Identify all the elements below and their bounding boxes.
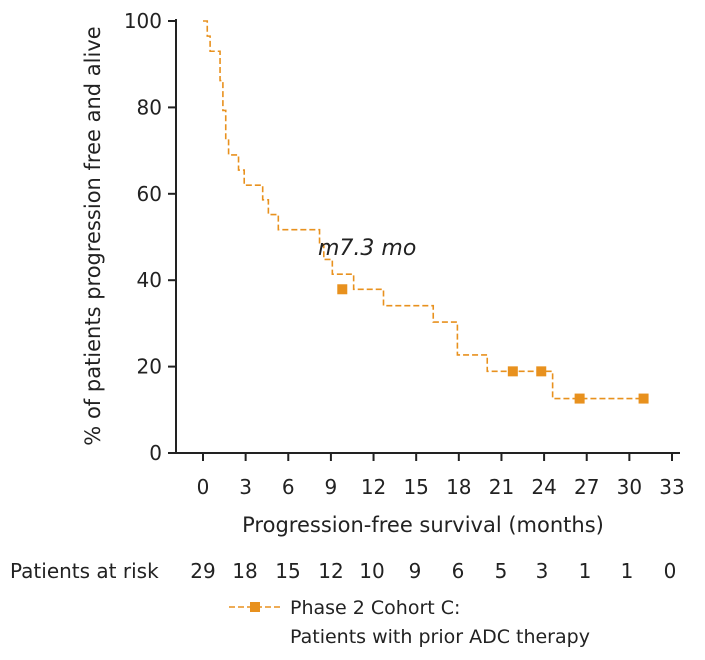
survival-curve: [203, 20, 644, 400]
x-tick-label: 18: [446, 475, 471, 499]
at-risk-value: 1: [579, 559, 592, 583]
y-tick-label: 0: [149, 441, 162, 465]
legend-series-name: Phase 2 Cohort C:: [290, 597, 460, 619]
x-tick-label: 33: [659, 475, 684, 499]
y-tick-label: 60: [137, 182, 162, 206]
at-risk-value: 10: [359, 559, 384, 583]
y-tick-label: 20: [137, 355, 162, 379]
y-axis-title: % of patients progression free and alive: [81, 26, 105, 445]
y-tick-label: 40: [137, 268, 162, 292]
at-risk-value: 12: [318, 559, 343, 583]
x-tick-label: 15: [403, 475, 428, 499]
censor-marker: [536, 366, 547, 377]
x-tick-label: 24: [531, 475, 556, 499]
at-risk-value: 6: [452, 559, 465, 583]
x-tick-label: 27: [574, 475, 599, 499]
at-risk-value: 18: [232, 559, 257, 583]
y-tick-label: 100: [124, 9, 162, 33]
x-axis-title: Progression-free survival (months): [242, 513, 604, 537]
y-tick-label: 80: [137, 95, 162, 119]
at-risk-value: 9: [409, 559, 422, 583]
at-risk-value: 5: [495, 559, 508, 583]
at-risk-label: Patients at risk: [10, 559, 159, 583]
x-tick-label: 21: [489, 475, 514, 499]
legend-series-name-line2: Patients with prior ADC therapy: [290, 626, 590, 648]
legend-marker: [250, 602, 260, 612]
at-risk-value: 3: [536, 559, 549, 583]
at-risk-value: 15: [275, 559, 300, 583]
at-risk-value: 1: [621, 559, 634, 583]
x-tick-label: 12: [361, 475, 386, 499]
censor-marker: [638, 393, 649, 404]
x-tick-label: 3: [239, 475, 252, 499]
censor-marker: [507, 366, 518, 377]
censor-marker: [337, 284, 348, 295]
x-tick-label: 30: [617, 475, 642, 499]
x-tick-label: 0: [197, 475, 210, 499]
axes-layer: [168, 19, 680, 461]
at-risk-value: 29: [190, 559, 215, 583]
curve-layer: [203, 20, 649, 612]
at-risk-value: 0: [664, 559, 677, 583]
median-annotation: m7.3 mo: [318, 236, 416, 261]
censor-marker: [574, 393, 585, 404]
x-tick-label: 9: [325, 475, 338, 499]
x-tick-label: 6: [282, 475, 295, 499]
